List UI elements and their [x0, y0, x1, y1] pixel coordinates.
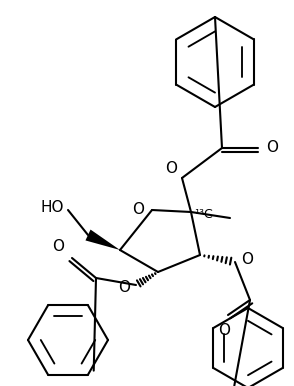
- Text: O: O: [52, 239, 64, 254]
- Text: ¹³C: ¹³C: [194, 208, 213, 220]
- Text: HO: HO: [41, 200, 64, 215]
- Text: O: O: [132, 201, 144, 217]
- Text: O: O: [118, 279, 130, 295]
- Polygon shape: [86, 230, 120, 250]
- Text: O: O: [266, 141, 278, 156]
- Text: O: O: [241, 252, 253, 267]
- Text: O: O: [218, 323, 230, 338]
- Text: O: O: [165, 161, 177, 176]
